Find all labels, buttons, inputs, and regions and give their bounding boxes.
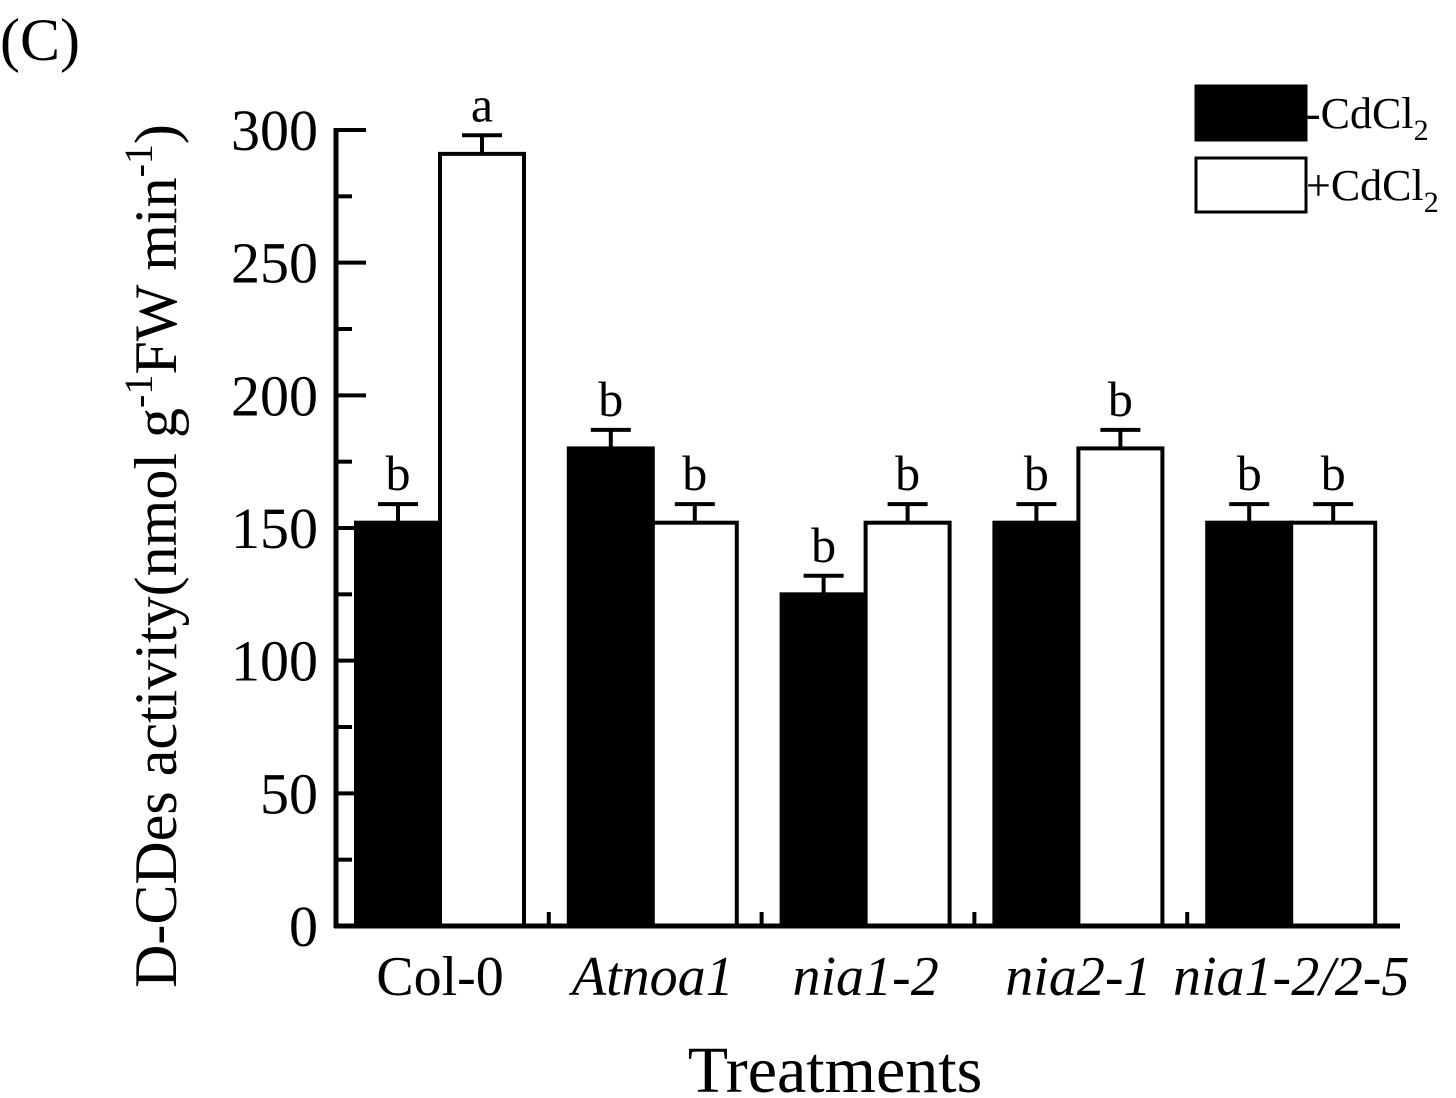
y-axis-label-close: ) <box>123 124 189 144</box>
y-axis-label-sup2: -1 <box>116 144 161 177</box>
bar-plus-4 <box>1289 520 1378 929</box>
bar-minus-4 <box>1205 520 1294 929</box>
y-tick-label-0: 0 <box>289 894 318 959</box>
error-bar-plus-3 <box>1100 427 1141 449</box>
y-axis-label-sup1: -1 <box>116 375 161 408</box>
bar-minus-1 <box>566 446 655 928</box>
x-axis-label: Treatments <box>688 1034 983 1098</box>
y-tick-label-100: 100 <box>231 629 318 694</box>
legend-swatch-plus-cdcl2 <box>1194 156 1308 214</box>
bar-plus-3 <box>1076 446 1165 928</box>
significance-letter-minus-3: b <box>1024 445 1049 501</box>
y-axis-label-base: D-CDes activity(nmol g <box>123 408 189 988</box>
error-bar-minus-1 <box>590 427 631 449</box>
x-tick-label-3: nia2-1 <box>1005 946 1151 1008</box>
bar-minus-0 <box>354 520 442 929</box>
error-bars-layer <box>378 133 1354 595</box>
significance-letter-plus-1: b <box>682 445 707 501</box>
error-bar-minus-3 <box>1016 502 1057 523</box>
legend-swatch-minus-cdcl2 <box>1194 84 1308 142</box>
error-bar-plus-1 <box>674 502 715 523</box>
significance-letters-layer: b a b b b b b b b b <box>386 76 1346 572</box>
bar-minus-3 <box>992 520 1081 929</box>
legend-label-minus-cdcl2: -CdCl2 <box>1306 89 1429 147</box>
y-tick-label-200: 200 <box>231 363 318 428</box>
significance-letter-plus-0: a <box>471 76 493 132</box>
significance-letter-minus-4: b <box>1237 445 1262 501</box>
error-bar-minus-0 <box>378 502 418 523</box>
legend: -CdCl2 +CdCl2 <box>1194 84 1439 219</box>
x-tick-label-1: Atnoa1 <box>568 946 734 1008</box>
significance-letter-minus-1: b <box>598 371 623 427</box>
error-bar-plus-0 <box>462 133 502 154</box>
x-tick-label-2: nia1-2 <box>792 946 938 1008</box>
significance-letter-plus-2: b <box>895 445 920 501</box>
bar-minus-2 <box>779 592 868 928</box>
significance-letter-plus-3: b <box>1108 371 1133 427</box>
y-tick-label-150: 150 <box>231 496 318 561</box>
x-tick-label-0: Col-0 <box>376 946 504 1008</box>
error-bar-plus-2 <box>887 502 928 523</box>
y-axis-label-mid: FW min <box>123 177 189 374</box>
error-bar-plus-4 <box>1313 502 1354 523</box>
y-tick-label-50: 50 <box>260 761 318 826</box>
y-axis-label: D-CDes activity(nmol g-1FW min-1) <box>116 124 189 988</box>
y-tick-label-300: 300 <box>231 98 318 163</box>
panel-label: (C) <box>0 7 80 73</box>
bar-plus-1 <box>650 520 739 929</box>
error-bar-minus-2 <box>803 573 844 595</box>
legend-label-plus-cdcl2: +CdCl2 <box>1306 161 1439 219</box>
x-ticks-layer: Col-0 Atnoa1 nia1-2 nia2-1 nia1-2/2-5 <box>376 912 1409 1008</box>
significance-letter-minus-0: b <box>386 445 411 501</box>
error-bar-minus-4 <box>1229 502 1270 523</box>
significance-letter-minus-2: b <box>811 517 836 573</box>
bars-layer <box>354 151 1378 929</box>
y-tick-label-250: 250 <box>231 231 318 296</box>
bar-plus-0 <box>438 151 526 928</box>
y-ticks-layer: 0 50 100 150 200 250 300 <box>231 98 366 959</box>
x-tick-label-4: nia1-2/2-5 <box>1173 946 1409 1008</box>
significance-letter-plus-4: b <box>1321 445 1346 501</box>
bar-plus-2 <box>863 520 952 929</box>
